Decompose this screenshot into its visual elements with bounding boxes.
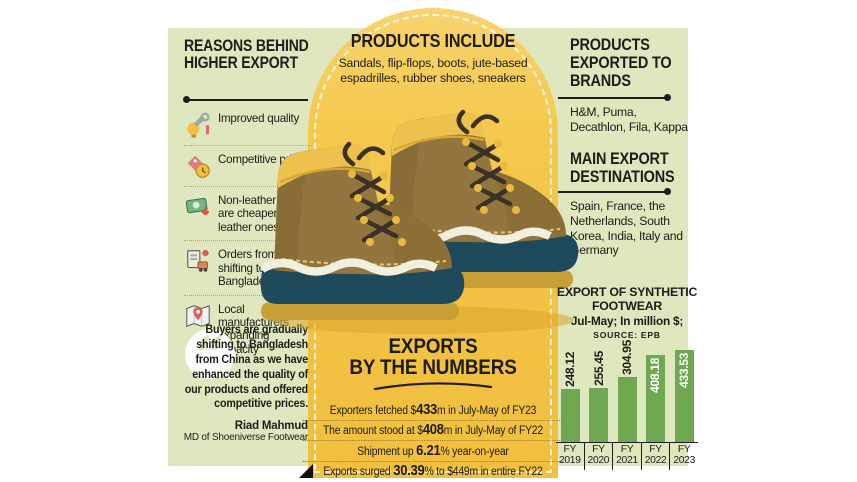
- quote-section: “ Buyers are gradually shifting to Bangl…: [182, 322, 309, 444]
- x-axis-tick-label: FY 2020: [583, 443, 613, 470]
- bar: 408.18: [646, 355, 665, 443]
- x-axis-tick-label: FY 2022: [640, 443, 670, 470]
- destinations-rule: [558, 188, 671, 196]
- x-axis-tick-label: FY 2023: [669, 443, 698, 470]
- destinations-title: MAIN EXPORT DESTINATIONS: [570, 148, 675, 186]
- right-column: PRODUCTS EXPORTED TO BRANDS H&M, Puma, D…: [558, 35, 692, 258]
- orders-clipboard-icon: [187, 250, 209, 273]
- bar-plot-area: 248.12 255.45 304.95 408.18 433.53: [556, 340, 698, 444]
- bar-column: 255.45: [586, 350, 612, 443]
- synthetic-footwear-chart: EXPORT OF SYNTHETIC FOOTWEAR Jul-May; In…: [556, 285, 698, 470]
- stat-row: The amount stood at $408m in July-May of…: [302, 419, 564, 441]
- brands-rule: [558, 94, 671, 102]
- exports-numbers-section: EXPORTS BY THE NUMBERS Exporters fetched…: [288, 336, 578, 481]
- bar-column: 248.12: [557, 352, 583, 443]
- map-pin-icon: [186, 304, 210, 327]
- quote-author-title: MD of Shoeniverse Footwear: [183, 432, 309, 444]
- bar: [589, 387, 608, 443]
- chart-title: EXPORT OF SYNTHETIC FOOTWEAR: [556, 285, 698, 313]
- bar: [617, 377, 637, 443]
- underline-swoosh: [373, 382, 493, 391]
- hiking-boots-illustration: [254, 86, 584, 334]
- quote-bubble-icon: “: [185, 328, 238, 386]
- x-axis-tick-label: FY 2019: [558, 444, 581, 466]
- x-axis-labels: FY 2019 FY 2020 FY 2021 FY 2022 FY 2023: [556, 443, 698, 470]
- reasons-title: REASONS BEHIND HIGHER EXPORT: [184, 37, 309, 73]
- quality-tools-icon: [187, 112, 210, 138]
- price-tag-icon: [187, 155, 210, 178]
- bar: 433.53: [674, 350, 694, 443]
- chart-subtitle: Jul-May; In million $;: [570, 314, 684, 329]
- stat-row: Exporters fetched $433m in July-May of F…: [329, 401, 537, 418]
- rule-dot: [664, 188, 671, 196]
- bar-column: 304.95: [614, 340, 640, 443]
- reason-text: Improved quality: [218, 111, 300, 125]
- exports-title: EXPORTS BY THE NUMBERS: [349, 335, 517, 379]
- chart-source: SOURCE: EPB: [593, 330, 661, 341]
- bar: [560, 389, 580, 443]
- brands-title: PRODUCTS EXPORTED TO BRANDS: [570, 35, 672, 91]
- products-section: PRODUCTS INCLUDE Sandals, flip-flops, bo…: [308, 31, 558, 85]
- bar-value-label: 304.95: [620, 340, 634, 376]
- svg-text:“: “: [195, 328, 225, 386]
- bar-value-label: 248.12: [563, 352, 577, 388]
- stat-row: Exports surged 30.39% to $449m in entire…: [302, 460, 564, 482]
- list-item: Improved quality: [184, 105, 312, 146]
- quote-author: Riad Mahmud: [234, 420, 308, 433]
- bar-value-label: 433.53: [676, 353, 691, 388]
- reasons-rule: [183, 96, 308, 104]
- corner-fold-triangle: [299, 464, 313, 478]
- destinations-text: Spain, France, the Netherlands, South Ko…: [570, 198, 683, 258]
- bar-column: 433.53: [671, 350, 697, 443]
- products-text: Sandals, flip-flops, boots, jute-based e…: [338, 56, 528, 85]
- products-title: PRODUCTS INCLUDE: [350, 31, 516, 51]
- quote-text: Buyers are gradually shifting to Banglad…: [184, 322, 308, 411]
- rule-dot: [183, 96, 190, 104]
- brands-text: H&M, Puma, Decathlon, Fila, Kappa: [570, 105, 688, 134]
- bar-value-label: 255.45: [591, 350, 606, 386]
- stat-row: Shipment up 6.21% year-on-year: [302, 440, 564, 461]
- x-axis-tick-label: FY 2021: [612, 443, 641, 470]
- bar-column: 408.18: [643, 355, 669, 443]
- rule-dot: [664, 94, 671, 102]
- stats-list: Exporters fetched $433m in July-May of F…: [288, 400, 578, 481]
- banknote-down-icon: [185, 197, 210, 216]
- bar-value-label: 408.18: [648, 358, 662, 394]
